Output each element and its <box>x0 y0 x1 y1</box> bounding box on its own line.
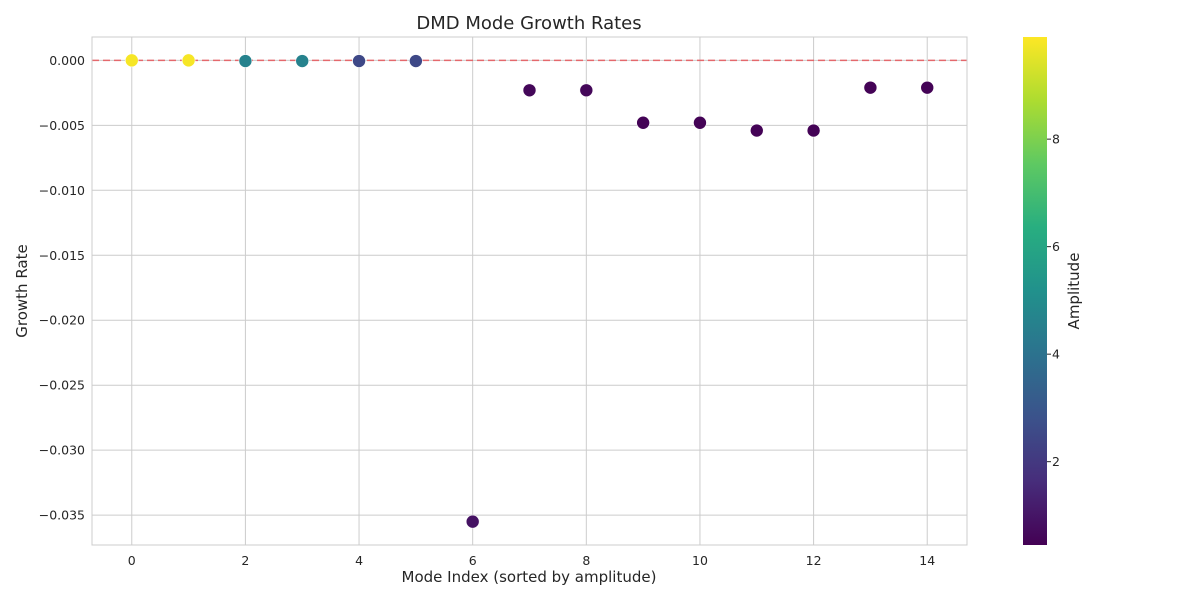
x-tick-label: 6 <box>469 553 477 568</box>
data-point <box>749 123 764 138</box>
colorbar-tick-label: 8 <box>1052 132 1060 147</box>
colorbar-ticks: 2 4 6 8 <box>1047 132 1060 469</box>
x-tick-label: 0 <box>128 553 136 568</box>
data-point <box>295 54 310 68</box>
y-tick-label: −0.020 <box>39 313 85 328</box>
chart-title: DMD Mode Growth Rates <box>416 13 641 34</box>
x-tick-label: 10 <box>692 553 708 568</box>
y-tick-label: −0.035 <box>39 508 85 523</box>
y-tick-label: −0.030 <box>39 443 85 458</box>
y-tick-label: −0.005 <box>39 118 85 133</box>
x-tick-label: 8 <box>582 553 590 568</box>
colorbar-tick-label: 6 <box>1052 239 1060 254</box>
y-tick-label: −0.010 <box>39 183 85 198</box>
data-point <box>181 53 196 68</box>
data-point <box>352 54 366 68</box>
y-axis-label: Growth Rate <box>13 244 31 337</box>
data-point <box>465 514 480 529</box>
data-points <box>124 53 935 529</box>
colorbar-label: Amplitude <box>1065 253 1083 330</box>
x-tick-label: 14 <box>919 553 935 568</box>
data-point <box>636 115 650 130</box>
x-tick-labels: 0 2 4 6 8 10 12 14 <box>128 553 935 568</box>
x-axis-label: Mode Index (sorted by amplitude) <box>402 568 657 586</box>
x-tick-label: 2 <box>241 553 249 568</box>
data-point <box>522 83 537 98</box>
data-point <box>579 83 594 98</box>
data-point <box>863 80 878 95</box>
plot-area <box>92 37 967 545</box>
data-point <box>238 54 253 68</box>
y-tick-label: −0.015 <box>39 248 85 263</box>
x-tick-label: 4 <box>355 553 363 568</box>
data-point <box>693 115 707 130</box>
plot-frame <box>91 36 968 546</box>
x-tick-label: 12 <box>806 553 822 568</box>
data-point <box>806 123 821 138</box>
colorbar-tick-label: 2 <box>1052 454 1060 469</box>
y-tick-label: 0.000 <box>49 53 85 68</box>
data-point <box>920 80 935 95</box>
data-point <box>409 54 423 68</box>
colorbar <box>1023 37 1047 545</box>
y-tick-label: −0.025 <box>39 378 85 393</box>
y-tick-labels: 0.000 −0.005 −0.010 −0.015 −0.020 −0.025 −0.03… <box>39 53 85 523</box>
data-point <box>124 53 139 68</box>
colorbar-tick-label: 4 <box>1052 347 1060 362</box>
